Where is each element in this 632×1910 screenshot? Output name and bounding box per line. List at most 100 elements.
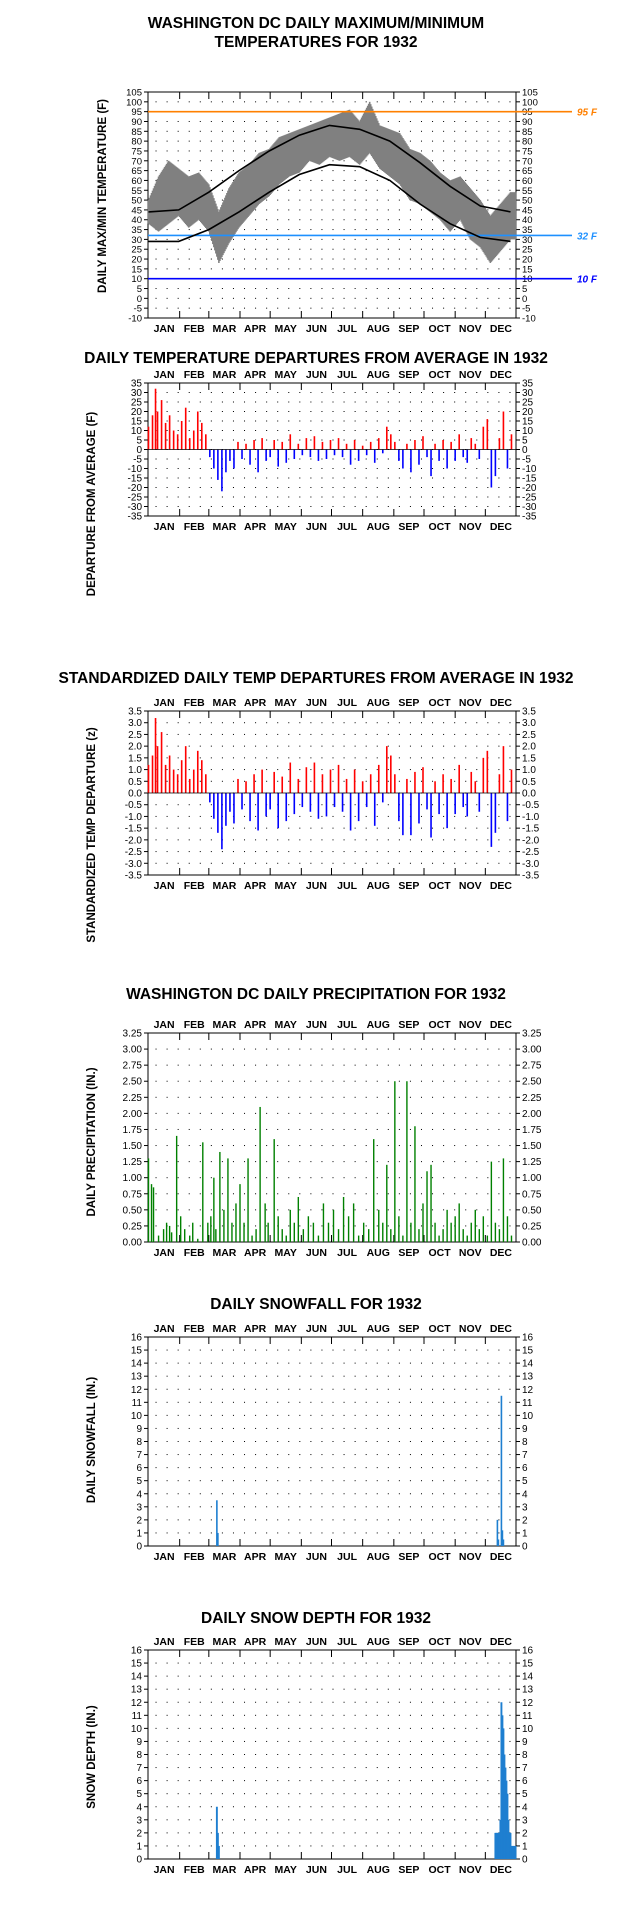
snowfall-grid-dot: [487, 1519, 489, 1521]
departure-grid-dot: [354, 506, 356, 507]
snowfall-chart-title: DAILY SNOWFALL FOR 1932: [210, 1296, 422, 1313]
temp-grid-dot: [299, 248, 301, 250]
standardized-grid-dot: [244, 780, 246, 782]
departure-grid-dot: [487, 487, 489, 488]
temp-bottom-month-label: NOV: [459, 323, 482, 335]
departure-grid-dot: [155, 382, 157, 384]
snow-depth-grid-dot: [288, 1727, 290, 1729]
departure-grid-dot: [321, 382, 323, 384]
snowfall-grid-dot: [288, 1545, 290, 1547]
standardized-bar: [462, 793, 465, 808]
temp-grid-dot: [476, 248, 478, 250]
standardized-grid-dot: [266, 851, 268, 853]
departure-grid-dot: [299, 506, 301, 507]
snowfall-grid-dot: [498, 1401, 500, 1403]
snow-depth-grid-dot: [465, 1649, 467, 1651]
temp-grid-dot: [354, 199, 356, 201]
snow-depth-grid-dot: [487, 1701, 489, 1703]
temp-grid-dot: [321, 307, 323, 309]
temp-grid-dot: [509, 268, 511, 270]
temp-grid-dot: [509, 297, 511, 299]
departure-grid-dot: [299, 458, 301, 460]
temp-grid-dot: [376, 317, 378, 319]
snow-depth-grid-dot: [277, 1662, 279, 1664]
temperature-chart: JAN FEB MAR APR MAY JUN JUL AUG SEP OCT NOV DEC-10-…: [126, 88, 598, 336]
temp-y-tick-label-left: 50: [131, 196, 142, 207]
standardized-grid-dot: [354, 769, 356, 771]
standardized-grid-dot: [199, 769, 201, 771]
snow-depth-grid-dot: [221, 1675, 223, 1677]
temp-grid-dot: [255, 307, 257, 309]
departure-y-tick-label-right: 25: [522, 398, 534, 409]
temp-grid-dot: [221, 268, 223, 270]
departure-grid-dot: [343, 411, 345, 412]
snow-depth-top-month-label: FEB: [184, 1636, 205, 1648]
standardized-y-tick-label-left: 0.0: [128, 789, 142, 800]
standardized-y-tick-label-left: 3.0: [128, 718, 142, 729]
snowfall-grid-dot: [343, 1493, 345, 1495]
departure-y-tick-label-right: -30: [522, 502, 537, 513]
standardized-grid-dot: [321, 804, 323, 806]
temp-grid-dot: [432, 219, 434, 221]
temp-grid-dot: [454, 150, 456, 152]
standardized-bar: [313, 762, 316, 793]
departure-bar: [402, 449, 404, 469]
snowfall-y-tick-label-left: 6: [136, 1463, 142, 1474]
snowfall-y-tick-label-right: 7: [522, 1450, 528, 1461]
snow-depth-grid-dot: [409, 1649, 411, 1651]
departure-grid-dot: [409, 392, 411, 393]
snow-depth-y-tick-label-right: 9: [522, 1737, 528, 1748]
snowfall-grid-dot: [277, 1506, 279, 1508]
departure-grid-dot: [299, 382, 301, 384]
snow-depth-grid-dot: [398, 1714, 400, 1716]
snowfall-bottom-month-label: JUL: [337, 1551, 357, 1563]
standardized-bar: [245, 781, 247, 793]
temp-y-tick-label-left: 85: [131, 127, 142, 138]
precipitation-grid-dot: [321, 1096, 323, 1098]
precipitation-grid-dot: [188, 1080, 190, 1082]
standardized-grid-dot: [476, 733, 478, 735]
standardized-grid-dot: [266, 839, 268, 841]
snowfall-bottom-month-label: AUG: [367, 1551, 390, 1563]
standardized-grid-dot: [443, 733, 445, 735]
temp-grid-dot: [354, 317, 356, 319]
standardized-grid-dot: [199, 815, 201, 817]
snowfall-grid-dot: [465, 1467, 467, 1469]
snow-depth-grid-dot: [365, 1740, 367, 1742]
snow-depth-grid-dot: [365, 1806, 367, 1808]
snow-depth-grid-dot: [221, 1727, 223, 1729]
precipitation-grid-dot: [420, 1064, 422, 1066]
standardized-grid-dot: [299, 804, 301, 806]
precipitation-grid-dot: [354, 1177, 356, 1179]
snowfall-grid-dot: [443, 1493, 445, 1495]
precipitation-bar: [277, 1216, 279, 1242]
precipitation-y-tick-label-right: 0.50: [522, 1205, 542, 1216]
temp-grid-dot: [266, 307, 268, 309]
precipitation-grid-dot: [232, 1241, 234, 1243]
snowfall-grid-dot: [332, 1467, 334, 1469]
snow-depth-grid-dot: [476, 1675, 478, 1677]
temp-grid-dot: [321, 199, 323, 201]
temp-grid-dot: [465, 101, 467, 103]
snow-depth-grid-dot: [155, 1845, 157, 1847]
temp-grid-dot: [432, 248, 434, 250]
temp-grid-dot: [288, 91, 290, 93]
departure-bar: [506, 449, 509, 469]
snow-depth-grid-dot: [321, 1688, 323, 1690]
standardized-bar: [253, 774, 255, 793]
snowfall-grid-dot: [232, 1519, 234, 1521]
snow-depth-grid-dot: [354, 1727, 356, 1729]
snowfall-grid-dot: [310, 1532, 312, 1534]
standardized-top-month-label: JUL: [337, 697, 357, 709]
temp-grid-dot: [476, 130, 478, 132]
snowfall-bottom-month-label: JAN: [154, 1551, 175, 1563]
snow-depth-grid-dot: [476, 1727, 478, 1729]
temp-grid-dot: [409, 248, 411, 250]
precipitation-grid-dot: [288, 1177, 290, 1179]
snow-depth-bar: [497, 1832, 500, 1859]
temp-grid-dot: [277, 209, 279, 211]
standardized-y-tick-label-left: -1.0: [125, 812, 143, 823]
departure-grid-dot: [432, 506, 434, 507]
snow-depth-grid-dot: [487, 1662, 489, 1664]
temp-grid-dot: [420, 248, 422, 250]
